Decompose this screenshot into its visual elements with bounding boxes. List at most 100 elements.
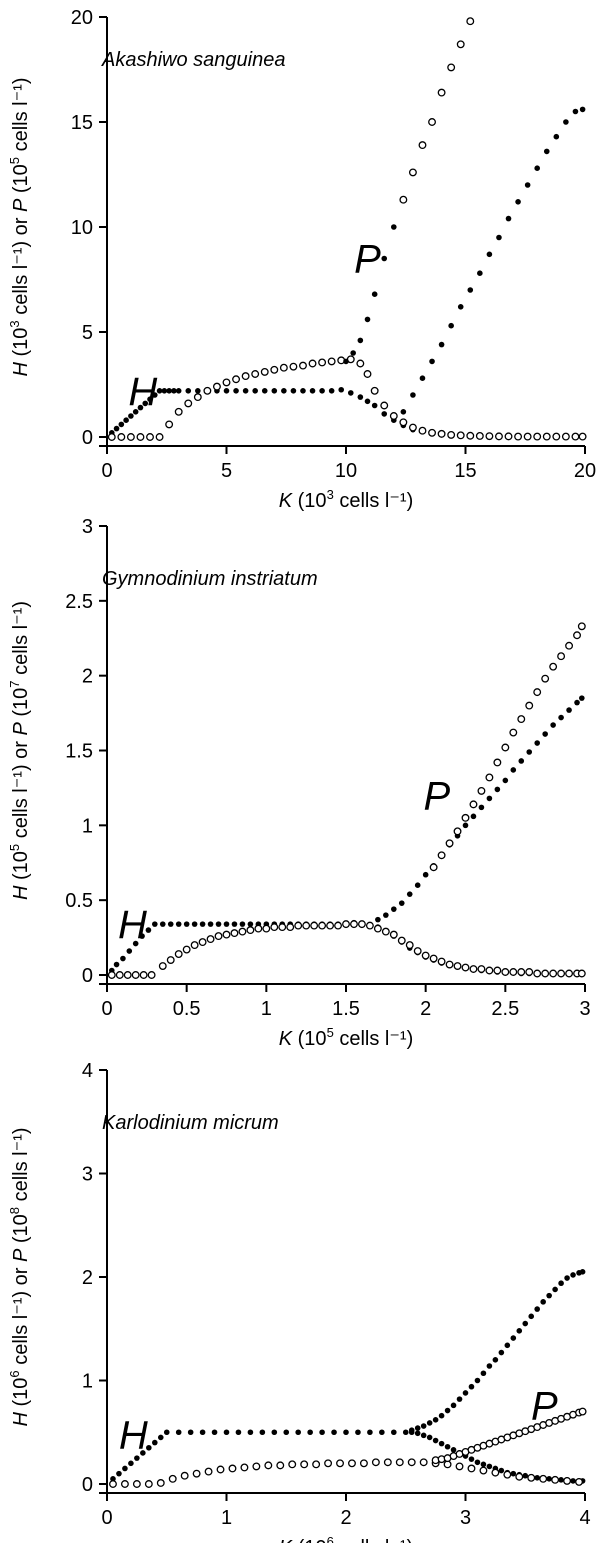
data-point-filled — [381, 411, 388, 417]
data-point-open — [198, 938, 207, 947]
data-point-open — [549, 969, 558, 978]
data-point-filled — [534, 165, 540, 171]
data-point-filled — [528, 1313, 535, 1320]
data-point-filled — [300, 388, 306, 394]
data-point-filled — [142, 400, 149, 407]
data-point-filled — [259, 1429, 266, 1436]
data-point-filled — [147, 396, 153, 403]
data-point-open — [251, 370, 260, 378]
data-point-open — [557, 969, 566, 978]
data-point-filled — [123, 417, 129, 424]
data-point-open — [123, 971, 132, 979]
data-point-open — [342, 920, 350, 929]
data-point-filled — [456, 1396, 463, 1402]
data-point-open — [461, 813, 470, 822]
data-point-open — [262, 924, 271, 933]
data-point-open — [312, 1460, 321, 1469]
data-point-open — [525, 701, 534, 710]
data-point-filled — [207, 921, 214, 927]
species-annotation: Akashiwo sanguinea — [101, 49, 285, 71]
data-point-open — [192, 1469, 201, 1478]
data-point-open — [348, 1459, 356, 1468]
data-point-filled — [171, 388, 177, 394]
data-point-open — [363, 370, 372, 378]
data-point-open — [252, 1462, 261, 1471]
data-point-filled — [271, 1429, 278, 1436]
data-point-open — [575, 1477, 583, 1486]
data-point-filled — [343, 358, 349, 365]
data-point-open — [212, 382, 221, 391]
data-point-open — [288, 1460, 297, 1469]
data-point-open — [461, 963, 470, 972]
data-point-open — [495, 432, 503, 441]
data-point-open — [551, 1475, 560, 1484]
data-point-filled — [558, 714, 564, 721]
data-point-open — [228, 1464, 237, 1473]
data-point-filled — [367, 1429, 373, 1436]
y-tick-label: 3 — [82, 1164, 93, 1186]
data-point-filled — [494, 786, 501, 793]
data-point-filled — [175, 1429, 182, 1436]
data-point-filled — [357, 394, 364, 400]
data-point-filled — [426, 1420, 433, 1426]
data-point-open — [308, 359, 317, 368]
data-point-filled — [116, 1470, 122, 1477]
data-point-filled — [338, 386, 345, 393]
y-tick-label: 0.5 — [65, 890, 93, 912]
y-tick-label: 0 — [82, 965, 93, 987]
data-point-filled — [146, 1444, 152, 1451]
data-point-open — [397, 936, 406, 945]
data-point-filled — [118, 421, 125, 428]
x-tick-label: 3 — [460, 1507, 471, 1529]
data-point-open — [370, 386, 379, 395]
data-point-filled — [438, 341, 445, 348]
data-point-filled — [391, 1429, 397, 1436]
data-point-open — [180, 1471, 189, 1480]
data-point-filled — [522, 1320, 529, 1327]
data-point-filled — [406, 891, 413, 897]
data-point-open — [475, 432, 484, 440]
data-point-filled — [145, 927, 152, 933]
data-point-open — [501, 743, 510, 752]
data-point-open — [485, 773, 494, 782]
data-point-filled — [231, 921, 238, 927]
data-point-filled — [152, 392, 158, 398]
data-point-open — [491, 1468, 500, 1477]
data-point-filled — [450, 1402, 457, 1409]
data-point-open — [517, 968, 526, 976]
data-point-open — [132, 1480, 141, 1488]
data-point-filled — [175, 388, 182, 394]
data-point-open — [447, 430, 456, 439]
data-point-open — [126, 433, 135, 441]
data-point-open — [373, 924, 382, 933]
data-point-filled — [137, 404, 144, 411]
data-point-open — [469, 965, 478, 973]
y-tick-label: 15 — [71, 112, 93, 134]
data-point-filled — [574, 699, 580, 706]
data-point-filled — [157, 1434, 164, 1441]
data-point-open — [533, 969, 542, 978]
data-point-filled — [432, 1437, 439, 1444]
data-point-open — [147, 971, 156, 979]
data-point-filled — [375, 916, 381, 923]
data-point-filled — [570, 1272, 576, 1278]
data-point-filled — [429, 358, 435, 365]
data-point-filled — [328, 388, 335, 394]
y-tick-label: 1.5 — [65, 741, 93, 763]
data-point-open — [260, 367, 269, 376]
data-point-filled — [564, 1275, 570, 1281]
data-point-open — [238, 927, 247, 936]
data-point-filled — [474, 1377, 481, 1384]
data-point-filled — [187, 1429, 194, 1436]
data-point-open — [327, 357, 336, 366]
data-point-open — [399, 195, 408, 204]
data-point-open — [246, 926, 255, 935]
x-tick-label: 2 — [340, 1507, 351, 1529]
data-point-filled — [343, 1429, 349, 1436]
x-axis-title: K (105 cells l⁻¹) — [279, 1025, 414, 1050]
data-point-filled — [247, 1429, 254, 1436]
data-point-filled — [379, 1429, 385, 1436]
data-point-open — [429, 954, 438, 963]
data-point-open — [523, 432, 532, 441]
data-point-filled — [126, 948, 133, 954]
